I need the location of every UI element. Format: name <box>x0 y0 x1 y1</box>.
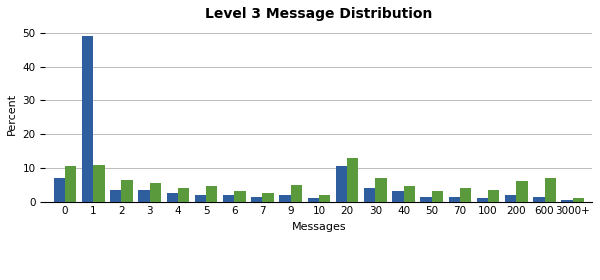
Bar <box>336 166 347 202</box>
Bar <box>505 195 517 202</box>
Bar <box>392 192 404 202</box>
Bar <box>545 178 556 202</box>
Bar <box>223 195 234 202</box>
Bar <box>234 192 245 202</box>
Bar <box>121 180 133 202</box>
Bar <box>110 190 121 202</box>
Bar <box>421 197 432 202</box>
Bar <box>65 166 76 202</box>
Bar <box>477 198 488 202</box>
Bar <box>449 197 460 202</box>
Bar <box>562 200 573 202</box>
Bar <box>460 188 471 202</box>
Bar <box>262 193 274 202</box>
Bar <box>291 185 302 202</box>
Bar <box>376 178 386 202</box>
Bar <box>167 193 178 202</box>
Title: Level 3 Message Distribution: Level 3 Message Distribution <box>205 7 433 21</box>
Bar <box>517 181 527 202</box>
Bar <box>432 192 443 202</box>
Bar <box>308 198 319 202</box>
Bar <box>195 195 206 202</box>
Bar <box>280 195 291 202</box>
Bar <box>178 188 189 202</box>
Bar <box>149 183 161 202</box>
Bar <box>93 165 104 202</box>
X-axis label: Messages: Messages <box>292 222 346 232</box>
Y-axis label: Percent: Percent <box>7 93 17 135</box>
Bar <box>364 188 376 202</box>
Bar <box>251 197 262 202</box>
Bar <box>82 36 93 202</box>
Bar <box>139 190 149 202</box>
Bar <box>573 198 584 202</box>
Bar <box>488 190 499 202</box>
Bar <box>319 195 330 202</box>
Bar <box>533 197 545 202</box>
Bar <box>54 178 65 202</box>
Bar <box>347 158 358 202</box>
Bar <box>206 186 217 202</box>
Bar <box>404 186 415 202</box>
